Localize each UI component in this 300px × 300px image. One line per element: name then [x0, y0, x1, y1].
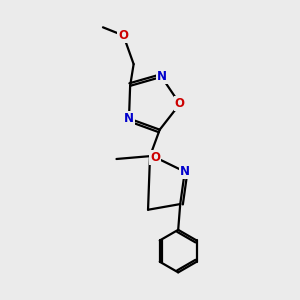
Text: O: O: [150, 151, 161, 164]
Text: O: O: [118, 29, 128, 42]
Text: N: N: [180, 165, 190, 178]
Text: O: O: [175, 98, 185, 110]
Text: N: N: [124, 112, 134, 125]
Text: N: N: [157, 70, 166, 83]
